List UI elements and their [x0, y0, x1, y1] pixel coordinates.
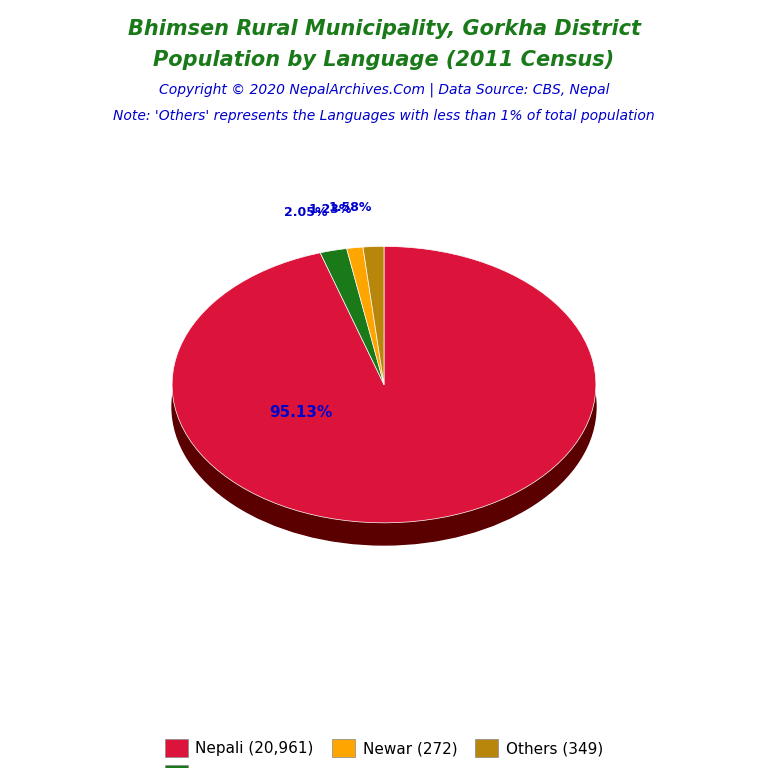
Text: Copyright © 2020 NepalArchives.Com | Data Source: CBS, Nepal: Copyright © 2020 NepalArchives.Com | Dat… — [159, 82, 609, 97]
Legend: Nepali (20,961), Urdu (451), Newar (272), Others (349): Nepali (20,961), Urdu (451), Newar (272)… — [159, 733, 609, 768]
Text: Bhimsen Rural Municipality, Gorkha District: Bhimsen Rural Municipality, Gorkha Distr… — [127, 19, 641, 39]
Text: 2.05%: 2.05% — [284, 207, 328, 220]
Text: 95.13%: 95.13% — [270, 405, 333, 420]
Polygon shape — [320, 249, 384, 385]
Polygon shape — [172, 247, 596, 523]
Ellipse shape — [172, 269, 596, 545]
Text: 1.23%: 1.23% — [308, 203, 352, 216]
Polygon shape — [363, 247, 384, 385]
Text: 1.58%: 1.58% — [329, 201, 372, 214]
Polygon shape — [346, 247, 384, 385]
Text: Population by Language (2011 Census): Population by Language (2011 Census) — [154, 50, 614, 70]
Text: Note: 'Others' represents the Languages with less than 1% of total population: Note: 'Others' represents the Languages … — [113, 109, 655, 123]
